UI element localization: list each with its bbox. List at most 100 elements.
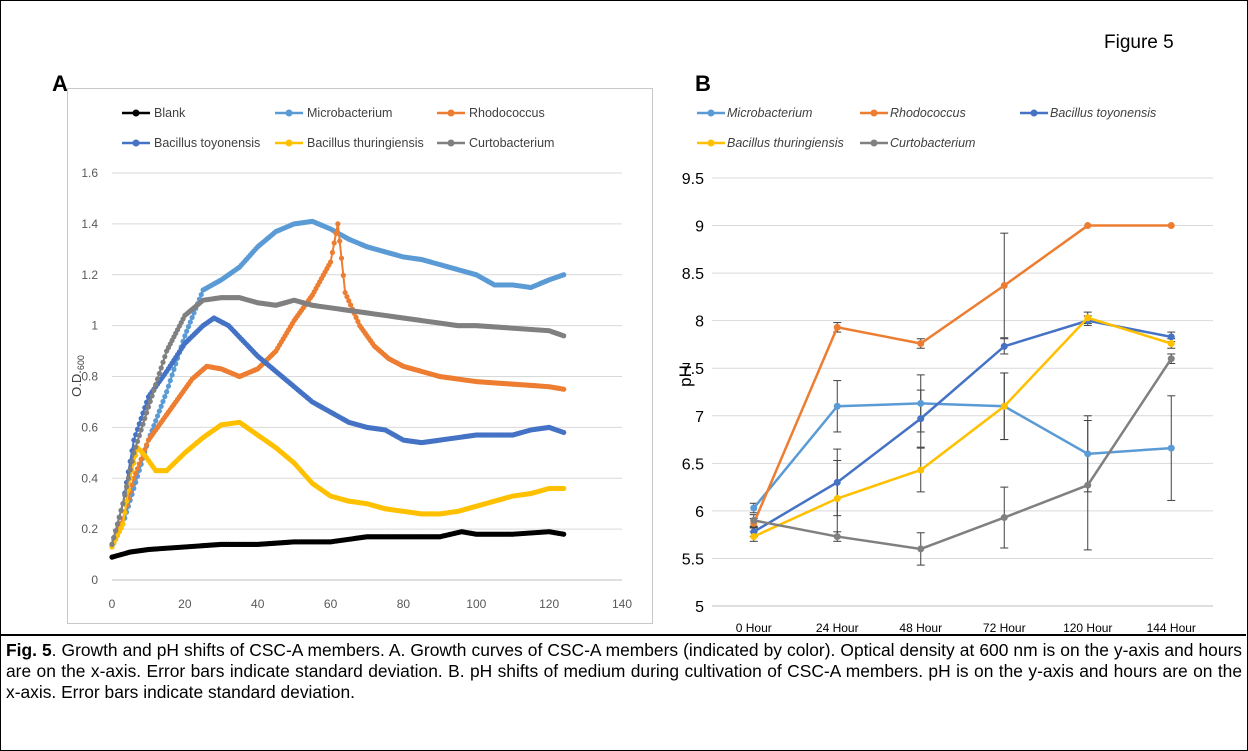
- x-tick-label: 140: [612, 597, 632, 611]
- data-point: [165, 383, 172, 389]
- data-point: [331, 240, 337, 246]
- data-point: [329, 249, 335, 256]
- data-point: [355, 318, 361, 325]
- y-tick-label: 7: [695, 409, 704, 426]
- y-tick-label: 6: [695, 504, 704, 521]
- y-tick-label: 8: [695, 314, 704, 331]
- data-point: [1084, 222, 1092, 230]
- data-point: [145, 404, 152, 410]
- data-point: [153, 382, 159, 388]
- data-point: [917, 466, 925, 474]
- data-point: [133, 479, 139, 485]
- data-point: [134, 466, 141, 472]
- x-tick-label: 80: [397, 597, 411, 611]
- series-line: [753, 316, 1172, 538]
- data-point: [340, 272, 346, 278]
- data-point: [750, 504, 758, 512]
- data-point: [917, 545, 925, 553]
- data-point: [149, 393, 155, 399]
- legend-marker: [707, 109, 715, 117]
- data-point: [158, 403, 164, 409]
- data-point: [131, 475, 137, 481]
- legend-marker: [132, 109, 140, 117]
- data-point: [160, 398, 166, 405]
- legend-label: Rhodococcus: [890, 106, 966, 120]
- data-point: [833, 533, 841, 541]
- data-point: [133, 444, 139, 450]
- data-point: [167, 377, 173, 384]
- data-point: [162, 393, 168, 400]
- data-point: [561, 333, 567, 339]
- data-point: [169, 372, 175, 378]
- data-point: [917, 415, 925, 423]
- y-axis-label: O.D.600: [69, 355, 86, 397]
- y-tick-label: 9.5: [682, 171, 704, 188]
- y-tick-label: 1: [91, 319, 98, 333]
- data-point: [142, 415, 148, 422]
- series-line: [752, 402, 1172, 509]
- y-tick-label: 8.5: [682, 266, 704, 283]
- data-point: [123, 498, 130, 504]
- data-point: [140, 421, 146, 427]
- y-tick-label: 5.5: [682, 551, 704, 568]
- y-tick-label: 0.2: [81, 522, 98, 536]
- x-tick-label: 0 Hour: [736, 621, 772, 635]
- legend-label: Bacillus thuringiensis: [307, 136, 424, 150]
- legend-label: Curtobacterium: [890, 136, 975, 150]
- x-tick-label: 24 Hour: [816, 621, 859, 635]
- data-point: [750, 516, 758, 524]
- data-point: [333, 230, 339, 237]
- data-point: [1084, 450, 1092, 458]
- data-point: [917, 399, 925, 407]
- legend-marker: [870, 109, 878, 117]
- data-point: [136, 461, 142, 467]
- figure-label: Figure 5: [1104, 32, 1174, 53]
- legend-marker: [707, 139, 715, 147]
- data-point: [120, 521, 126, 527]
- data-point: [750, 533, 758, 541]
- legend-marker: [870, 139, 878, 147]
- data-point: [144, 410, 150, 416]
- y-tick-label: 9: [695, 219, 704, 236]
- data-point: [833, 495, 841, 503]
- data-point: [123, 484, 130, 490]
- data-point: [122, 492, 128, 498]
- data-point: [338, 255, 345, 261]
- data-point: [561, 485, 567, 492]
- legend-marker: [285, 109, 293, 117]
- x-tick-label: 120 Hour: [1063, 621, 1112, 635]
- y-tick-label: 1.6: [81, 166, 98, 180]
- data-point: [131, 450, 137, 456]
- x-tick-label: 40: [251, 597, 265, 611]
- data-point: [164, 389, 170, 395]
- data-point: [917, 339, 925, 347]
- y-tick-label: 5: [695, 599, 704, 616]
- caption-text: . Growth and pH shifts of CSC-A members.…: [6, 640, 1242, 702]
- legend-label: Rhodococcus: [469, 106, 545, 120]
- data-point: [187, 319, 193, 325]
- data-point: [561, 429, 567, 436]
- data-point: [171, 366, 177, 372]
- data-point: [162, 354, 168, 360]
- data-point: [833, 402, 841, 410]
- x-tick-label: 100: [466, 597, 486, 611]
- data-point: [348, 302, 354, 308]
- data-point: [136, 433, 142, 439]
- y-tick-label: 7.5: [682, 361, 704, 378]
- legend-label: Curtobacterium: [469, 136, 554, 150]
- data-point: [113, 528, 119, 534]
- data-point: [185, 324, 192, 330]
- x-tick-label: 48 Hour: [899, 621, 942, 635]
- y-tick-label: 6.5: [682, 456, 704, 473]
- y-tick-label: 0.6: [81, 420, 98, 434]
- data-point: [1167, 339, 1175, 347]
- y-tick-label: 1.4: [81, 217, 98, 231]
- legend-label: Microbacterium: [727, 106, 812, 120]
- legend-label: Blank: [154, 106, 186, 120]
- data-point: [144, 442, 150, 448]
- data-point: [153, 418, 159, 424]
- figure-caption: Fig. 5. Growth and pH shifts of CSC-A me…: [6, 640, 1242, 703]
- y-tick-label: 0: [91, 573, 98, 587]
- data-point: [335, 221, 341, 227]
- data-point: [156, 408, 162, 414]
